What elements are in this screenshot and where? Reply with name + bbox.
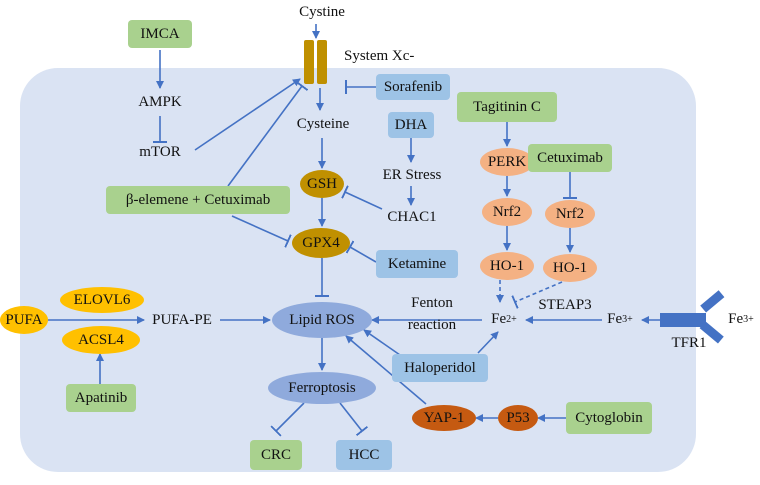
fe2-label: Fe 2+ [484,308,524,330]
yap1-oval: YAP-1 [412,405,476,431]
cetuximab-box: Cetuximab [528,144,612,172]
hcc-box: HCC [336,440,392,470]
system-xc-label: System Xc- [344,47,415,64]
fe2-base: Fe [491,310,507,327]
p53-oval: P53 [498,405,538,431]
reaction-label: reaction [407,316,457,333]
edge-ferroptosis-hcc [339,402,369,437]
acsl4-oval: ACSL4 [62,326,140,354]
perk-oval: PERK [480,148,534,176]
edge-chac1-gsh [341,185,383,210]
ferroptosis-oval: Ferroptosis [268,372,376,404]
edge-elemene-transporter [227,81,309,187]
cytoglobin-box: Cytoglobin [566,402,652,434]
edge-ferroptosis-crc [270,402,305,437]
gsh-oval: GSH [300,170,344,198]
pufa-pe-label: PUFA-PE [152,311,212,328]
cystine-label: Cystine [299,3,345,20]
fe3-label: Fe 3+ [600,308,640,330]
apatinib-box: Apatinib [66,384,136,412]
fe3-extracellular-label: Fe 3+ [722,308,760,330]
edge-mtor-transporter [194,78,301,151]
fe3-out-superscript: 3+ [743,313,754,325]
crc-box: CRC [250,440,302,470]
haloperidol-box: Haloperidol [392,354,488,382]
ho1-left-oval: HO-1 [480,252,534,280]
gpx4-oval: GPX4 [292,228,350,258]
chac1-label: CHAC1 [387,208,437,225]
ho1-right-oval: HO-1 [543,254,597,282]
er-stress-label: ER Stress [382,166,442,183]
fenton-label: Fenton [411,294,453,311]
lipid-ros-oval: Lipid ROS [272,302,372,338]
imca-box: IMCA [128,20,192,48]
edge-haloperidol-fe2 [477,331,499,354]
cysteine-label: Cysteine [296,115,350,132]
mtor-label: mTOR [139,143,181,160]
edge-ketamine-gpx4 [345,240,377,263]
edge-yap1-lipidros [345,335,427,405]
elovl6-oval: ELOVL6 [60,287,144,313]
beta-elemene-cetuximab-box: β-elemene + Cetuximab [106,186,290,214]
system-xc-transporter [304,40,327,84]
sorafenib-box: Sorafenib [376,74,450,100]
nrf2-left-oval: Nrf2 [482,198,532,226]
tfr1-receptor [660,290,725,344]
steap3-label: STEAP3 [538,296,592,313]
ampk-label: AMPK [138,93,182,110]
edge-ho1-steap3 [511,281,563,309]
dha-box: DHA [388,112,434,138]
edge-haloperidol-lipidros [363,329,401,356]
fe2-superscript: 2+ [506,313,517,325]
fe3-base: Fe [607,310,623,327]
edge-elemene-gpx4 [231,215,292,248]
ketamine-box: Ketamine [376,250,458,278]
fe3-out-base: Fe [728,310,744,327]
fe3-superscript: 3+ [622,313,633,325]
tfr1-label: TFR1 [671,334,707,351]
nrf2-right-oval: Nrf2 [545,200,595,228]
pufa-oval: PUFA [0,306,48,334]
tagitinin-c-box: Tagitinin C [457,92,557,122]
